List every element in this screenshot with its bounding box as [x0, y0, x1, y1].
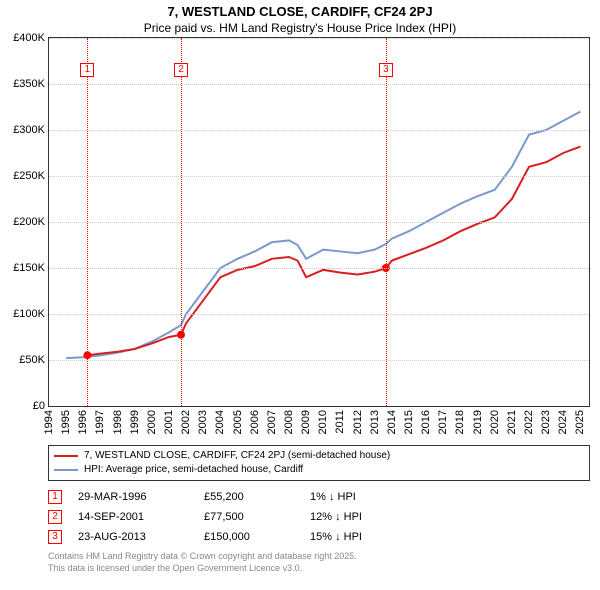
y-tick-label: £50K	[19, 354, 45, 366]
x-tick-label: 2003	[197, 410, 209, 434]
x-tick-label: 1997	[94, 410, 106, 434]
x-tick-label: 2021	[506, 410, 518, 434]
x-tick-label: 2001	[163, 410, 175, 434]
event-vline	[386, 38, 387, 406]
gridline	[49, 38, 589, 39]
x-tick-label: 2013	[369, 410, 381, 434]
event-vline	[87, 38, 88, 406]
credit-line: Contains HM Land Registry data © Crown c…	[48, 551, 590, 563]
event-pct: 15% ↓ HPI	[310, 531, 430, 543]
x-tick-label: 2019	[472, 410, 484, 434]
plot-area: £0£50K£100K£150K£200K£250K£300K£350K£400…	[48, 37, 590, 407]
x-tick-label: 1998	[112, 410, 124, 434]
event-pct: 1% ↓ HPI	[310, 491, 430, 503]
credit-line: This data is licensed under the Open Gov…	[48, 563, 590, 575]
x-tick-label: 1996	[77, 410, 89, 434]
chart-title: 7, WESTLAND CLOSE, CARDIFF, CF24 2PJ	[0, 0, 600, 21]
gridline	[49, 176, 589, 177]
event-marker-icon: 1	[48, 490, 62, 504]
y-tick-label: £250K	[13, 170, 45, 182]
event-date: 29-MAR-1996	[78, 491, 188, 503]
y-tick-label: £100K	[13, 308, 45, 320]
legend-label: HPI: Average price, semi-detached house,…	[84, 463, 303, 477]
legend-box: 7, WESTLAND CLOSE, CARDIFF, CF24 2PJ (se…	[48, 445, 590, 481]
y-tick-label: £300K	[13, 124, 45, 136]
x-tick-label: 1994	[43, 410, 55, 434]
y-tick-label: £150K	[13, 262, 45, 274]
x-tick-label: 2016	[420, 410, 432, 434]
x-tick-label: 2000	[146, 410, 158, 434]
legend-swatch	[54, 455, 78, 457]
gridline	[49, 84, 589, 85]
x-tick-label: 2015	[403, 410, 415, 434]
event-price: £55,200	[204, 491, 294, 503]
x-tick-label: 2024	[557, 410, 569, 434]
chart-subtitle: Price paid vs. HM Land Registry's House …	[0, 21, 600, 37]
y-tick-label: £200K	[13, 216, 45, 228]
event-date: 14-SEP-2001	[78, 511, 188, 523]
x-tick-label: 2005	[232, 410, 244, 434]
gridline	[49, 268, 589, 269]
legend-item: 7, WESTLAND CLOSE, CARDIFF, CF24 2PJ (se…	[54, 449, 584, 463]
gridline	[49, 314, 589, 315]
gridline	[49, 222, 589, 223]
event-vline	[181, 38, 182, 406]
x-tick-label: 2018	[454, 410, 466, 434]
event-marker-box: 3	[379, 63, 393, 77]
legend-label: 7, WESTLAND CLOSE, CARDIFF, CF24 2PJ (se…	[84, 449, 390, 463]
x-tick-label: 2020	[489, 410, 501, 434]
x-tick-label: 2023	[540, 410, 552, 434]
x-tick-label: 1999	[129, 410, 141, 434]
x-tick-label: 2010	[317, 410, 329, 434]
x-tick-label: 2022	[523, 410, 535, 434]
x-tick-label: 2008	[283, 410, 295, 434]
x-tick-label: 2012	[352, 410, 364, 434]
x-tick-label: 2004	[214, 410, 226, 434]
event-price: £77,500	[204, 511, 294, 523]
events-table: 1 29-MAR-1996 £55,200 1% ↓ HPI 2 14-SEP-…	[48, 487, 590, 547]
legend-swatch	[54, 469, 78, 471]
x-tick-label: 2006	[249, 410, 261, 434]
legend-item: HPI: Average price, semi-detached house,…	[54, 463, 584, 477]
x-tick-label: 2025	[574, 410, 586, 434]
x-tick-label: 2011	[334, 410, 346, 434]
event-marker-box: 2	[174, 63, 188, 77]
event-marker-icon: 2	[48, 510, 62, 524]
x-tick-label: 2007	[266, 410, 278, 434]
event-pct: 12% ↓ HPI	[310, 511, 430, 523]
y-tick-label: £400K	[13, 32, 45, 44]
series-line	[66, 111, 580, 358]
gridline	[49, 360, 589, 361]
event-marker-icon: 3	[48, 530, 62, 544]
event-price: £150,000	[204, 531, 294, 543]
event-row: 3 23-AUG-2013 £150,000 15% ↓ HPI	[48, 527, 590, 547]
gridline	[49, 130, 589, 131]
credits: Contains HM Land Registry data © Crown c…	[48, 551, 590, 574]
chart-container: 7, WESTLAND CLOSE, CARDIFF, CF24 2PJ Pri…	[0, 0, 600, 590]
x-tick-label: 2017	[437, 410, 449, 434]
x-tick-label: 2009	[300, 410, 312, 434]
event-date: 23-AUG-2013	[78, 531, 188, 543]
event-row: 2 14-SEP-2001 £77,500 12% ↓ HPI	[48, 507, 590, 527]
x-tick-label: 2014	[386, 410, 398, 434]
x-tick-label: 1995	[60, 410, 72, 434]
y-tick-label: £350K	[13, 78, 45, 90]
event-marker-box: 1	[80, 63, 94, 77]
x-tick-label: 2002	[180, 410, 192, 434]
event-row: 1 29-MAR-1996 £55,200 1% ↓ HPI	[48, 487, 590, 507]
